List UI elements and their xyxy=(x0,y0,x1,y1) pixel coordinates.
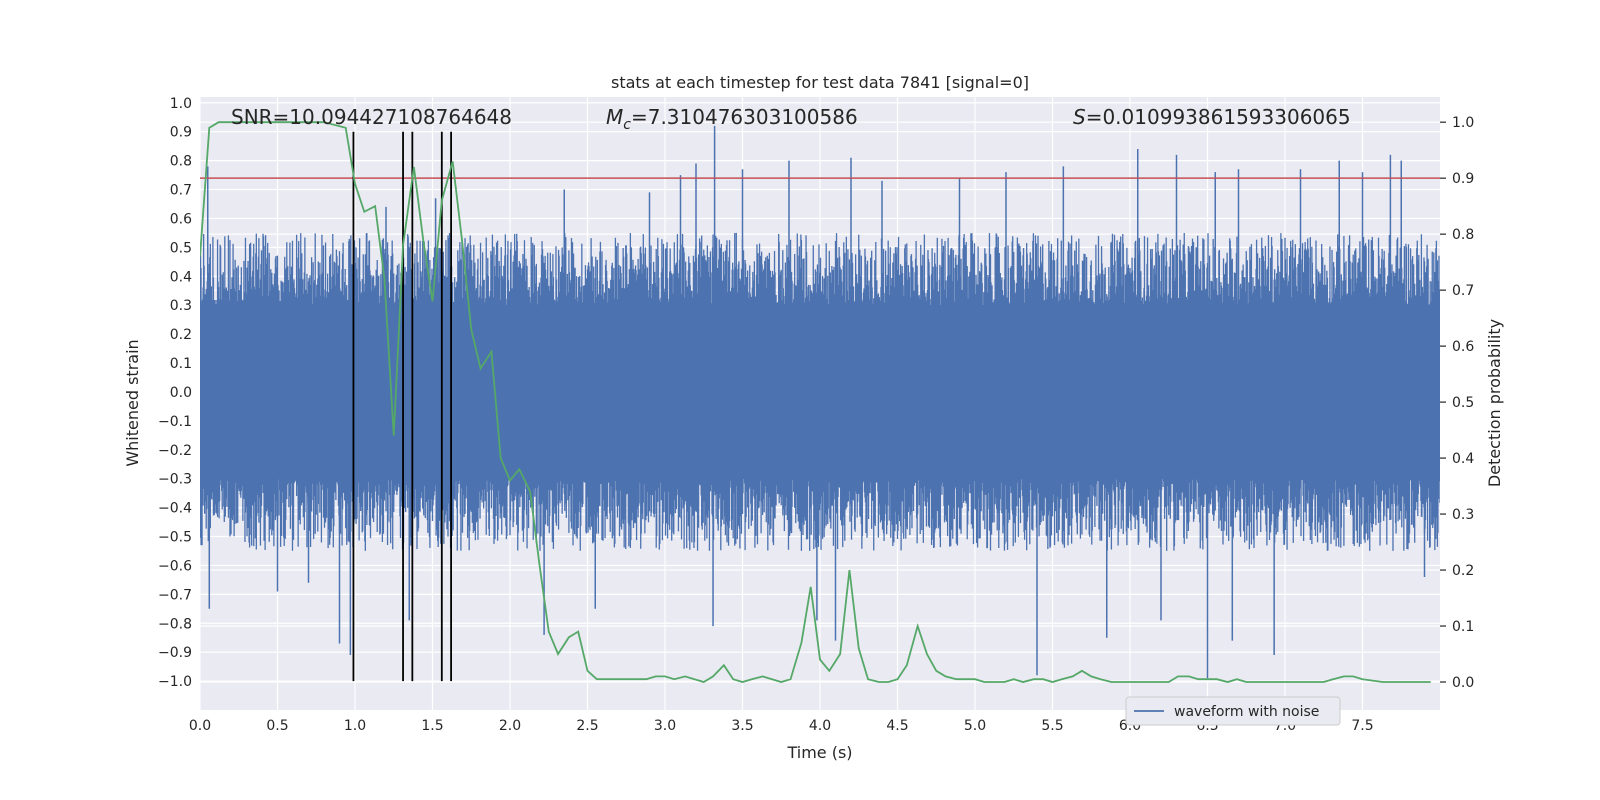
y-tick-label: −0.6 xyxy=(158,558,192,574)
y2-tick-label: 0.7 xyxy=(1452,283,1474,299)
legend-box xyxy=(1125,696,1341,726)
y-tick-label: −0.4 xyxy=(158,501,192,517)
s-symbol: S xyxy=(1073,105,1086,129)
x-tick-label: 1.0 xyxy=(344,718,366,734)
x-tick-label: 3.5 xyxy=(731,718,753,734)
y2-tick-label: 0.1 xyxy=(1452,619,1474,635)
y-tick-label: −0.3 xyxy=(158,472,192,488)
y2-tick-label: 0.9 xyxy=(1452,171,1474,187)
y2-tick-label: 0.2 xyxy=(1452,563,1474,579)
y-tick-label: 0.1 xyxy=(170,356,192,372)
y-tick-label: 0.0 xyxy=(170,385,192,401)
y-tick-label: −0.9 xyxy=(158,645,192,661)
x-tick-label: 7.5 xyxy=(1351,718,1373,734)
s-annotation: S=0.010993861593306065 xyxy=(1073,105,1351,129)
y-tick-label: −1.0 xyxy=(158,674,192,690)
y2-tick-label: 0.4 xyxy=(1452,451,1474,467)
x-axis-label: Time (s) xyxy=(786,743,852,762)
y2-tick-label: 0.3 xyxy=(1452,507,1474,523)
snr-annotation: SNR=10.094427108764648 xyxy=(231,105,512,129)
y2-tick-labels: 0.0 0.1 0.2 0.3 0.4 0.5 0.6 0.7 0.8 0.9 1.0 xyxy=(1440,115,1474,691)
y-tick-labels: 1.0 0.9 0.8 0.7 0.6 0.5 0.4 0.3 0.2 0.1 0.0 −0.1 −0.… xyxy=(158,96,192,690)
x-tick-label: 4.0 xyxy=(809,718,831,734)
x-tick-label: 3.0 xyxy=(654,718,676,734)
plot-content xyxy=(200,121,1440,683)
mc-value: =7.310476303100586 xyxy=(631,105,858,129)
vertical-markers xyxy=(352,131,453,682)
y2-tick-label: 0.5 xyxy=(1452,395,1474,411)
x-tick-label: 0.0 xyxy=(189,718,211,734)
y-tick-label: −0.1 xyxy=(158,414,192,430)
y-tick-label: 0.6 xyxy=(170,211,192,227)
y-tick-label: 0.8 xyxy=(170,154,192,170)
y-tick-label: −0.5 xyxy=(158,530,192,546)
y-tick-label: −0.2 xyxy=(158,443,192,459)
waveform-series xyxy=(200,125,1440,679)
x-tick-labels: 0.0 0.5 1.0 1.5 2.0 2.5 3.0 3.5 4.0 4.5 5.0 5.5 6.0 6… xyxy=(189,718,1374,734)
x-tick-label: 4.5 xyxy=(886,718,908,734)
y-tick-label: 0.4 xyxy=(170,269,192,285)
x-tick-label: 5.0 xyxy=(964,718,986,734)
x-tick-label: 2.5 xyxy=(576,718,598,734)
mc-annotation: Mc=7.310476303100586 xyxy=(606,105,858,133)
y-tick-label: −0.8 xyxy=(158,616,192,632)
legend: waveform with noise xyxy=(1125,696,1341,726)
x-tick-label: 0.5 xyxy=(266,718,288,734)
y-tick-label: 1.0 xyxy=(170,96,192,112)
y2-tick-label: 0.0 xyxy=(1452,675,1474,691)
y2-axis-label: Detection probability xyxy=(1485,319,1504,487)
y-tick-label: 0.5 xyxy=(170,240,192,256)
y2-tick-label: 1.0 xyxy=(1452,115,1474,131)
s-value: =0.010993861593306065 xyxy=(1086,105,1351,129)
x-tick-label: 1.5 xyxy=(421,718,443,734)
y-axis-label: Whitened strain xyxy=(123,339,142,466)
mc-subscript: c xyxy=(623,117,631,133)
y-tick-label: 0.2 xyxy=(170,327,192,343)
legend-entry-waveform: waveform with noise xyxy=(1174,704,1319,720)
chart-title: stats at each timestep for test data 784… xyxy=(611,73,1029,92)
x-tick-label: 5.5 xyxy=(1041,718,1063,734)
x-tick-label: 2.0 xyxy=(499,718,521,734)
detection-probability-line xyxy=(200,121,1431,683)
waveform-core xyxy=(200,305,1440,479)
y2-tick-label: 0.6 xyxy=(1452,339,1474,355)
y-tick-label: 0.9 xyxy=(170,125,192,141)
y-tick-label: −0.7 xyxy=(158,587,192,603)
y-tick-label: 0.3 xyxy=(170,298,192,314)
y2-tick-label: 0.8 xyxy=(1452,227,1474,243)
y-tick-label: 0.7 xyxy=(170,183,192,199)
mc-symbol: M xyxy=(606,105,623,129)
